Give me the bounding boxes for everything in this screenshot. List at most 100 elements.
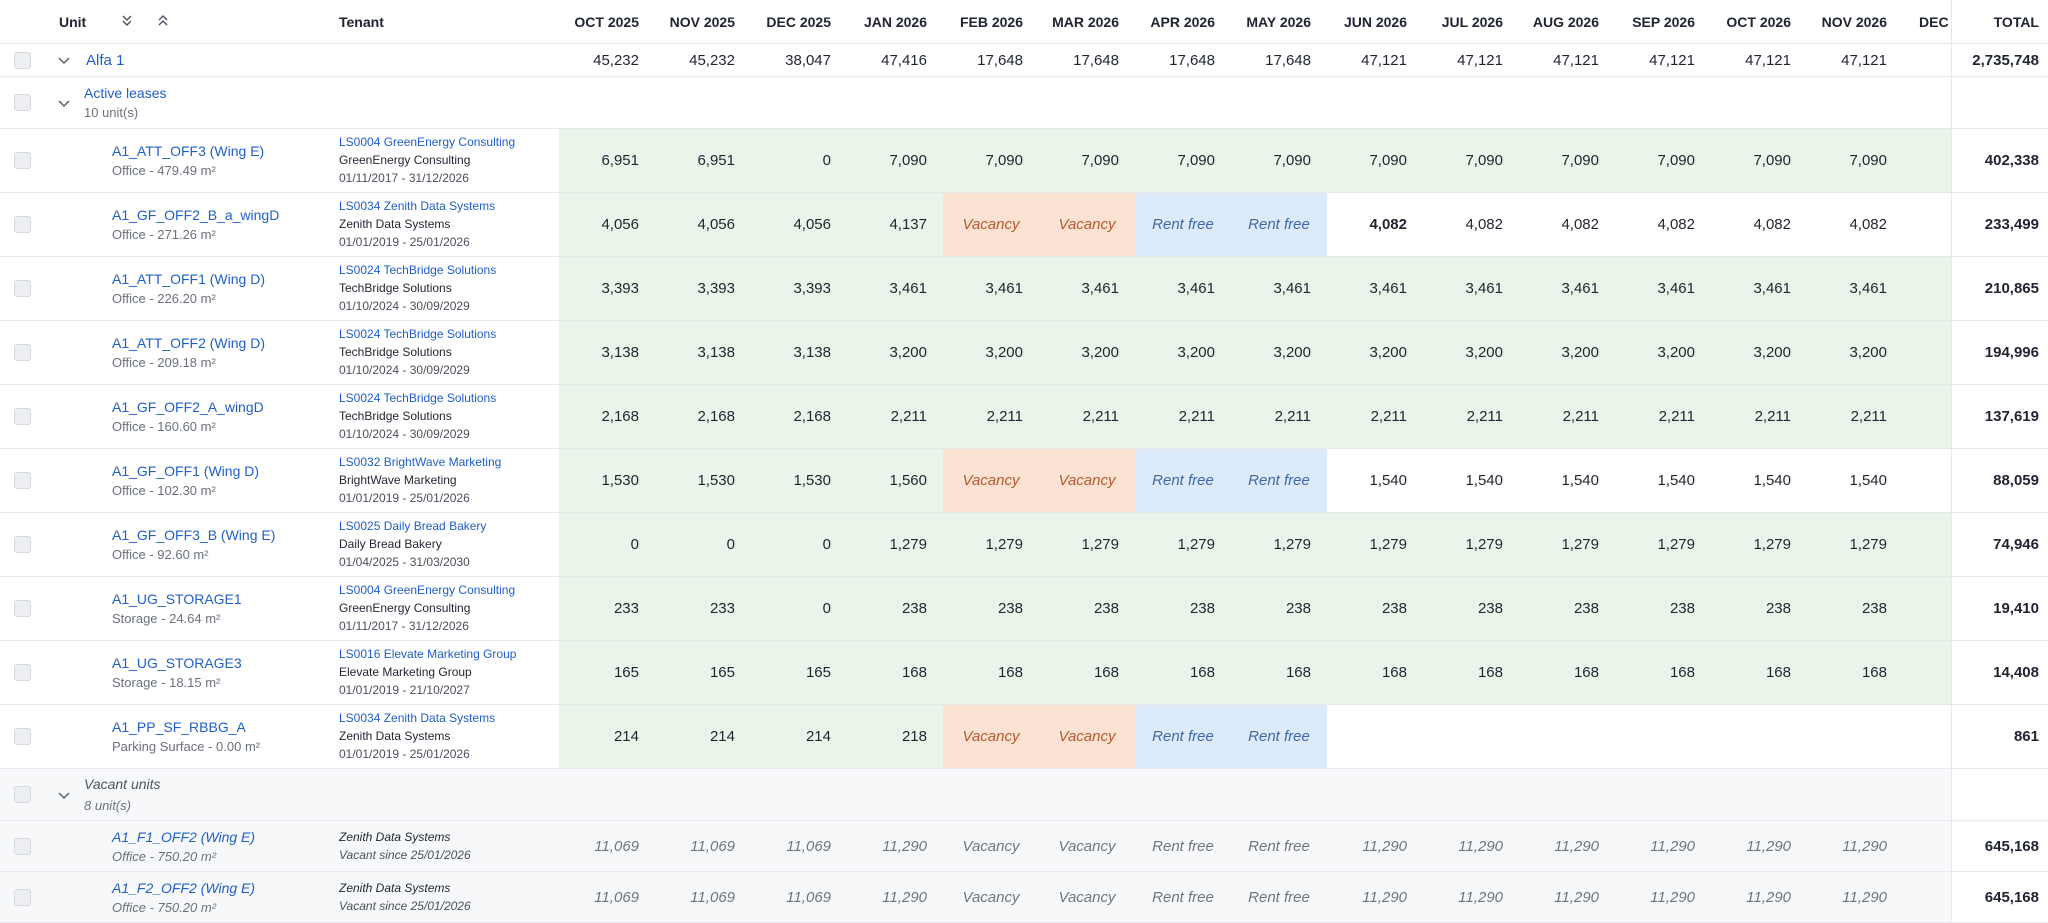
rent-cell[interactable]: 11,290	[847, 872, 943, 923]
chevron-down-icon[interactable]	[56, 787, 72, 803]
header-tenant[interactable]: Tenant	[339, 0, 559, 44]
header-month[interactable]: NOV 2025	[655, 0, 751, 44]
rent-cell[interactable]: 2,168	[655, 385, 751, 449]
rent-cell[interactable]: 0	[655, 513, 751, 577]
rent-cell[interactable]: Vacancy	[943, 872, 1039, 923]
rent-cell[interactable]	[1903, 385, 1951, 449]
header-unit[interactable]: Unit	[44, 0, 339, 44]
rent-cell[interactable]: 1,540	[1615, 449, 1711, 513]
active-checkbox[interactable]	[13, 94, 31, 111]
rent-cell[interactable]: 4,082	[1519, 193, 1615, 257]
rent-cell[interactable]: 11,069	[655, 872, 751, 923]
rent-cell[interactable]: 3,461	[847, 257, 943, 321]
rent-cell[interactable]: 1,279	[847, 513, 943, 577]
unit-link[interactable]: A1_ATT_OFF1 (Wing D)	[112, 271, 265, 287]
lease-link[interactable]: LS0004 GreenEnergy Consulting	[339, 135, 516, 149]
rent-cell[interactable]: 3,200	[1135, 321, 1231, 385]
rent-cell[interactable]: 11,290	[1519, 821, 1615, 872]
rent-cell[interactable]: Rent free	[1135, 821, 1231, 872]
rent-cell[interactable]: 7,090	[943, 129, 1039, 193]
rent-cell[interactable]: 168	[1327, 641, 1423, 705]
rent-cell[interactable]: 0	[559, 513, 655, 577]
rent-cell[interactable]: 3,461	[1807, 257, 1903, 321]
rent-cell[interactable]: 1,560	[847, 449, 943, 513]
rent-cell[interactable]: Vacancy	[1039, 193, 1135, 257]
rent-cell[interactable]: 2,211	[1519, 385, 1615, 449]
rent-cell[interactable]: 165	[751, 641, 847, 705]
rent-cell[interactable]: 2,211	[1423, 385, 1519, 449]
rent-cell[interactable]: 4,082	[1711, 193, 1807, 257]
rent-cell[interactable]: 2,211	[1711, 385, 1807, 449]
row-checkbox[interactable]	[13, 280, 31, 297]
header-month[interactable]: JAN 2026	[847, 0, 943, 44]
rent-cell[interactable]	[1903, 129, 1951, 193]
rent-cell[interactable]: 2,168	[751, 385, 847, 449]
rent-cell[interactable]: Vacancy	[1039, 449, 1135, 513]
rent-cell[interactable]: 1,279	[1039, 513, 1135, 577]
header-month[interactable]: DEC 2025	[751, 0, 847, 44]
rent-cell[interactable]: Rent free	[1231, 449, 1327, 513]
rent-cell[interactable]: 3,461	[1519, 257, 1615, 321]
rent-cell[interactable]: 11,290	[1423, 821, 1519, 872]
rent-cell[interactable]: 11,290	[1711, 821, 1807, 872]
rent-cell[interactable]: 3,393	[655, 257, 751, 321]
rent-cell[interactable]: 7,090	[1615, 129, 1711, 193]
rent-cell[interactable]	[1327, 705, 1423, 769]
rent-cell[interactable]	[1903, 577, 1951, 641]
chevron-down-icon[interactable]	[56, 95, 72, 111]
rent-cell[interactable]: 1,540	[1327, 449, 1423, 513]
rent-cell[interactable]: 4,082	[1807, 193, 1903, 257]
rent-cell[interactable]: 11,290	[1519, 872, 1615, 923]
rent-cell[interactable]: 3,393	[559, 257, 655, 321]
rent-cell[interactable]: 238	[1135, 577, 1231, 641]
rent-cell[interactable]: 238	[1231, 577, 1327, 641]
header-month[interactable]: SEP 2026	[1615, 0, 1711, 44]
rent-cell[interactable]: 1,540	[1423, 449, 1519, 513]
rent-cell[interactable]: 3,200	[1039, 321, 1135, 385]
rent-cell[interactable]: 4,082	[1615, 193, 1711, 257]
rent-cell[interactable]: 11,069	[751, 821, 847, 872]
header-month[interactable]: MAR 2026	[1039, 0, 1135, 44]
rent-cell[interactable]: 3,200	[1327, 321, 1423, 385]
rent-cell[interactable]: 3,200	[1231, 321, 1327, 385]
rent-cell[interactable]	[1807, 705, 1903, 769]
rent-cell[interactable]: 0	[751, 129, 847, 193]
vacant-units-title[interactable]: Vacant units	[84, 776, 161, 792]
rent-cell[interactable]: 1,279	[1423, 513, 1519, 577]
header-month[interactable]: AUG 2026	[1519, 0, 1615, 44]
rent-cell[interactable]	[1903, 705, 1951, 769]
rent-cell[interactable]: 4,082	[1423, 193, 1519, 257]
header-month[interactable]: JUL 2026	[1423, 0, 1519, 44]
rent-cell[interactable]: 11,290	[1327, 821, 1423, 872]
row-checkbox[interactable]	[13, 728, 31, 745]
rent-cell[interactable]: 11,069	[559, 872, 655, 923]
rent-cell[interactable]: 11,069	[559, 821, 655, 872]
vacant-checkbox[interactable]	[13, 786, 31, 803]
rent-cell[interactable]: 4,082	[1327, 193, 1423, 257]
rent-cell[interactable]: Rent free	[1135, 872, 1231, 923]
rent-cell[interactable]: 3,461	[1711, 257, 1807, 321]
header-month[interactable]: FEB 2026	[943, 0, 1039, 44]
header-month[interactable]: OCT 2025	[559, 0, 655, 44]
rent-cell[interactable]	[1903, 321, 1951, 385]
rent-cell[interactable]	[1519, 705, 1615, 769]
rent-cell[interactable]	[1615, 705, 1711, 769]
rent-cell[interactable]: 3,138	[559, 321, 655, 385]
rent-cell[interactable]: 238	[1327, 577, 1423, 641]
rent-cell[interactable]: 2,211	[1807, 385, 1903, 449]
rent-cell[interactable]: 3,138	[751, 321, 847, 385]
rent-cell[interactable]: 1,279	[1135, 513, 1231, 577]
rent-cell[interactable]: 2,211	[943, 385, 1039, 449]
rent-cell[interactable]: 214	[655, 705, 751, 769]
rent-cell[interactable]: 4,056	[559, 193, 655, 257]
rent-cell[interactable]: 168	[1231, 641, 1327, 705]
unit-name[interactable]: A1_F2_OFF2 (Wing E)	[112, 879, 256, 896]
rent-cell[interactable]: 3,200	[1615, 321, 1711, 385]
header-month[interactable]: DEC	[1903, 0, 1951, 44]
rent-cell[interactable]: 1,540	[1519, 449, 1615, 513]
row-checkbox[interactable]	[13, 664, 31, 681]
group-name[interactable]: Alfa 1	[86, 51, 125, 69]
rent-cell[interactable]: 11,290	[847, 821, 943, 872]
unit-link[interactable]: A1_UG_STORAGE3	[112, 655, 242, 671]
unit-link[interactable]: A1_ATT_OFF3 (Wing E)	[112, 143, 265, 159]
